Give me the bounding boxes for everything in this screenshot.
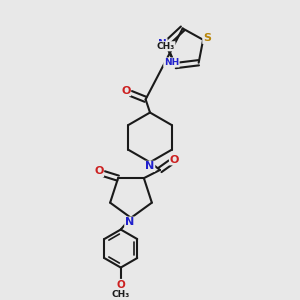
Text: CH₃: CH₃ (112, 290, 130, 299)
Text: O: O (169, 155, 179, 165)
Text: S: S (203, 33, 211, 43)
Text: N: N (158, 39, 167, 49)
Text: O: O (94, 167, 104, 176)
Text: N: N (146, 161, 154, 171)
Text: N: N (125, 217, 134, 227)
Text: O: O (121, 85, 130, 96)
Text: CH₃: CH₃ (157, 42, 175, 51)
Text: O: O (116, 280, 125, 290)
Text: NH: NH (164, 58, 179, 67)
